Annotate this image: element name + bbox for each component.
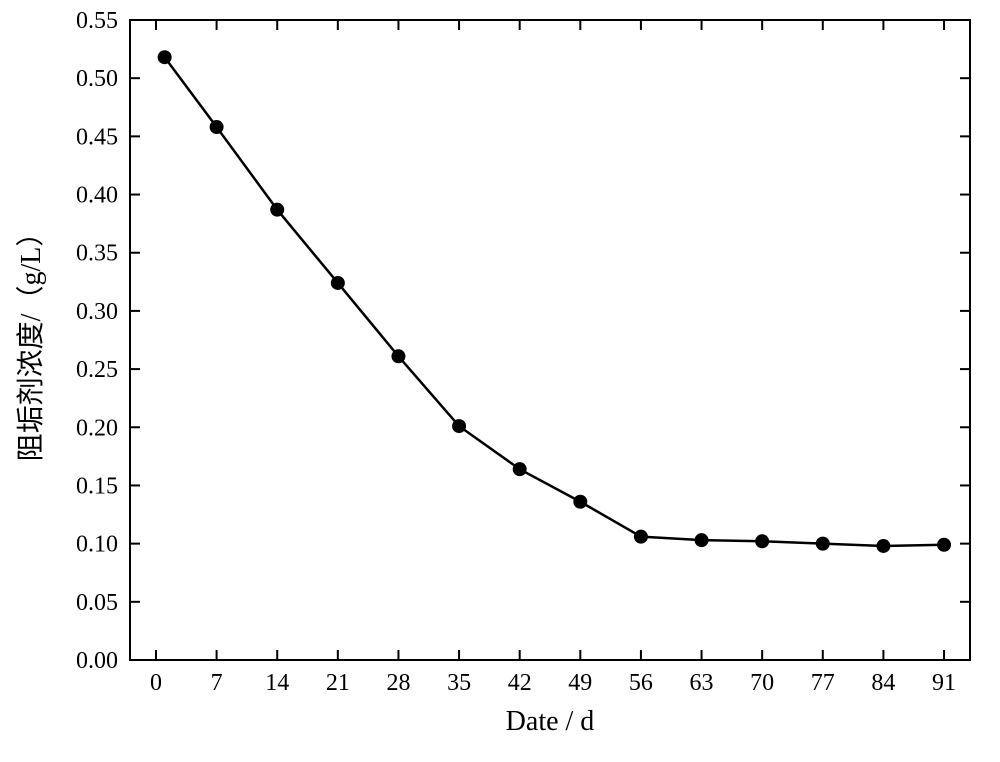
- data-point: [452, 419, 466, 433]
- x-tick-label: 14: [265, 670, 289, 696]
- x-axis-label: Date / d: [506, 706, 595, 737]
- x-tick-label: 77: [811, 670, 835, 696]
- data-point: [158, 50, 172, 64]
- y-tick-label: 0.55: [76, 8, 118, 34]
- data-point: [573, 495, 587, 509]
- plot-frame: [130, 20, 970, 660]
- x-tick-label: 49: [568, 670, 592, 696]
- data-point: [331, 276, 345, 290]
- y-axis-label: 阻垢剂浓度/（g/L）: [15, 219, 47, 462]
- y-tick-label: 0.50: [76, 66, 118, 92]
- y-tick-label: 0.00: [76, 648, 118, 674]
- data-point: [270, 203, 284, 217]
- y-tick-label: 0.30: [76, 299, 118, 325]
- data-point: [634, 530, 648, 544]
- data-point: [513, 462, 527, 476]
- y-tick-label: 0.40: [76, 183, 118, 209]
- data-point: [876, 539, 890, 553]
- x-tick-label: 28: [386, 670, 410, 696]
- x-tick-label: 70: [750, 670, 774, 696]
- x-tick-label: 7: [211, 670, 223, 696]
- data-point: [937, 538, 951, 552]
- y-tick-label: 0.10: [76, 532, 118, 558]
- data-point: [755, 534, 769, 548]
- data-point: [391, 349, 405, 363]
- x-tick-label: 84: [871, 670, 895, 696]
- y-tick-label: 0.35: [76, 241, 118, 267]
- x-tick-label: 35: [447, 670, 471, 696]
- x-tick-label: 21: [326, 670, 350, 696]
- x-tick-label: 56: [629, 670, 653, 696]
- y-tick-label: 0.05: [76, 590, 118, 616]
- y-tick-label: 0.25: [76, 357, 118, 383]
- data-point: [816, 537, 830, 551]
- y-tick-label: 0.45: [76, 124, 118, 150]
- y-tick-label: 0.15: [76, 473, 118, 499]
- data-line: [165, 57, 944, 546]
- data-point: [695, 533, 709, 547]
- y-tick-label: 0.20: [76, 415, 118, 441]
- x-tick-label: 91: [932, 670, 956, 696]
- x-tick-label: 42: [508, 670, 532, 696]
- x-tick-label: 63: [690, 670, 714, 696]
- x-tick-label: 0: [150, 670, 162, 696]
- line-chart: 0 7 14 21 28 35 42 49 56 63 70 77 84 91 0.00 0.05 0.10 0.…: [0, 0, 1000, 757]
- chart-container: 0 7 14 21 28 35 42 49 56 63 70 77 84 91 0.00 0.05 0.10 0.…: [0, 0, 1000, 757]
- data-point: [210, 120, 224, 134]
